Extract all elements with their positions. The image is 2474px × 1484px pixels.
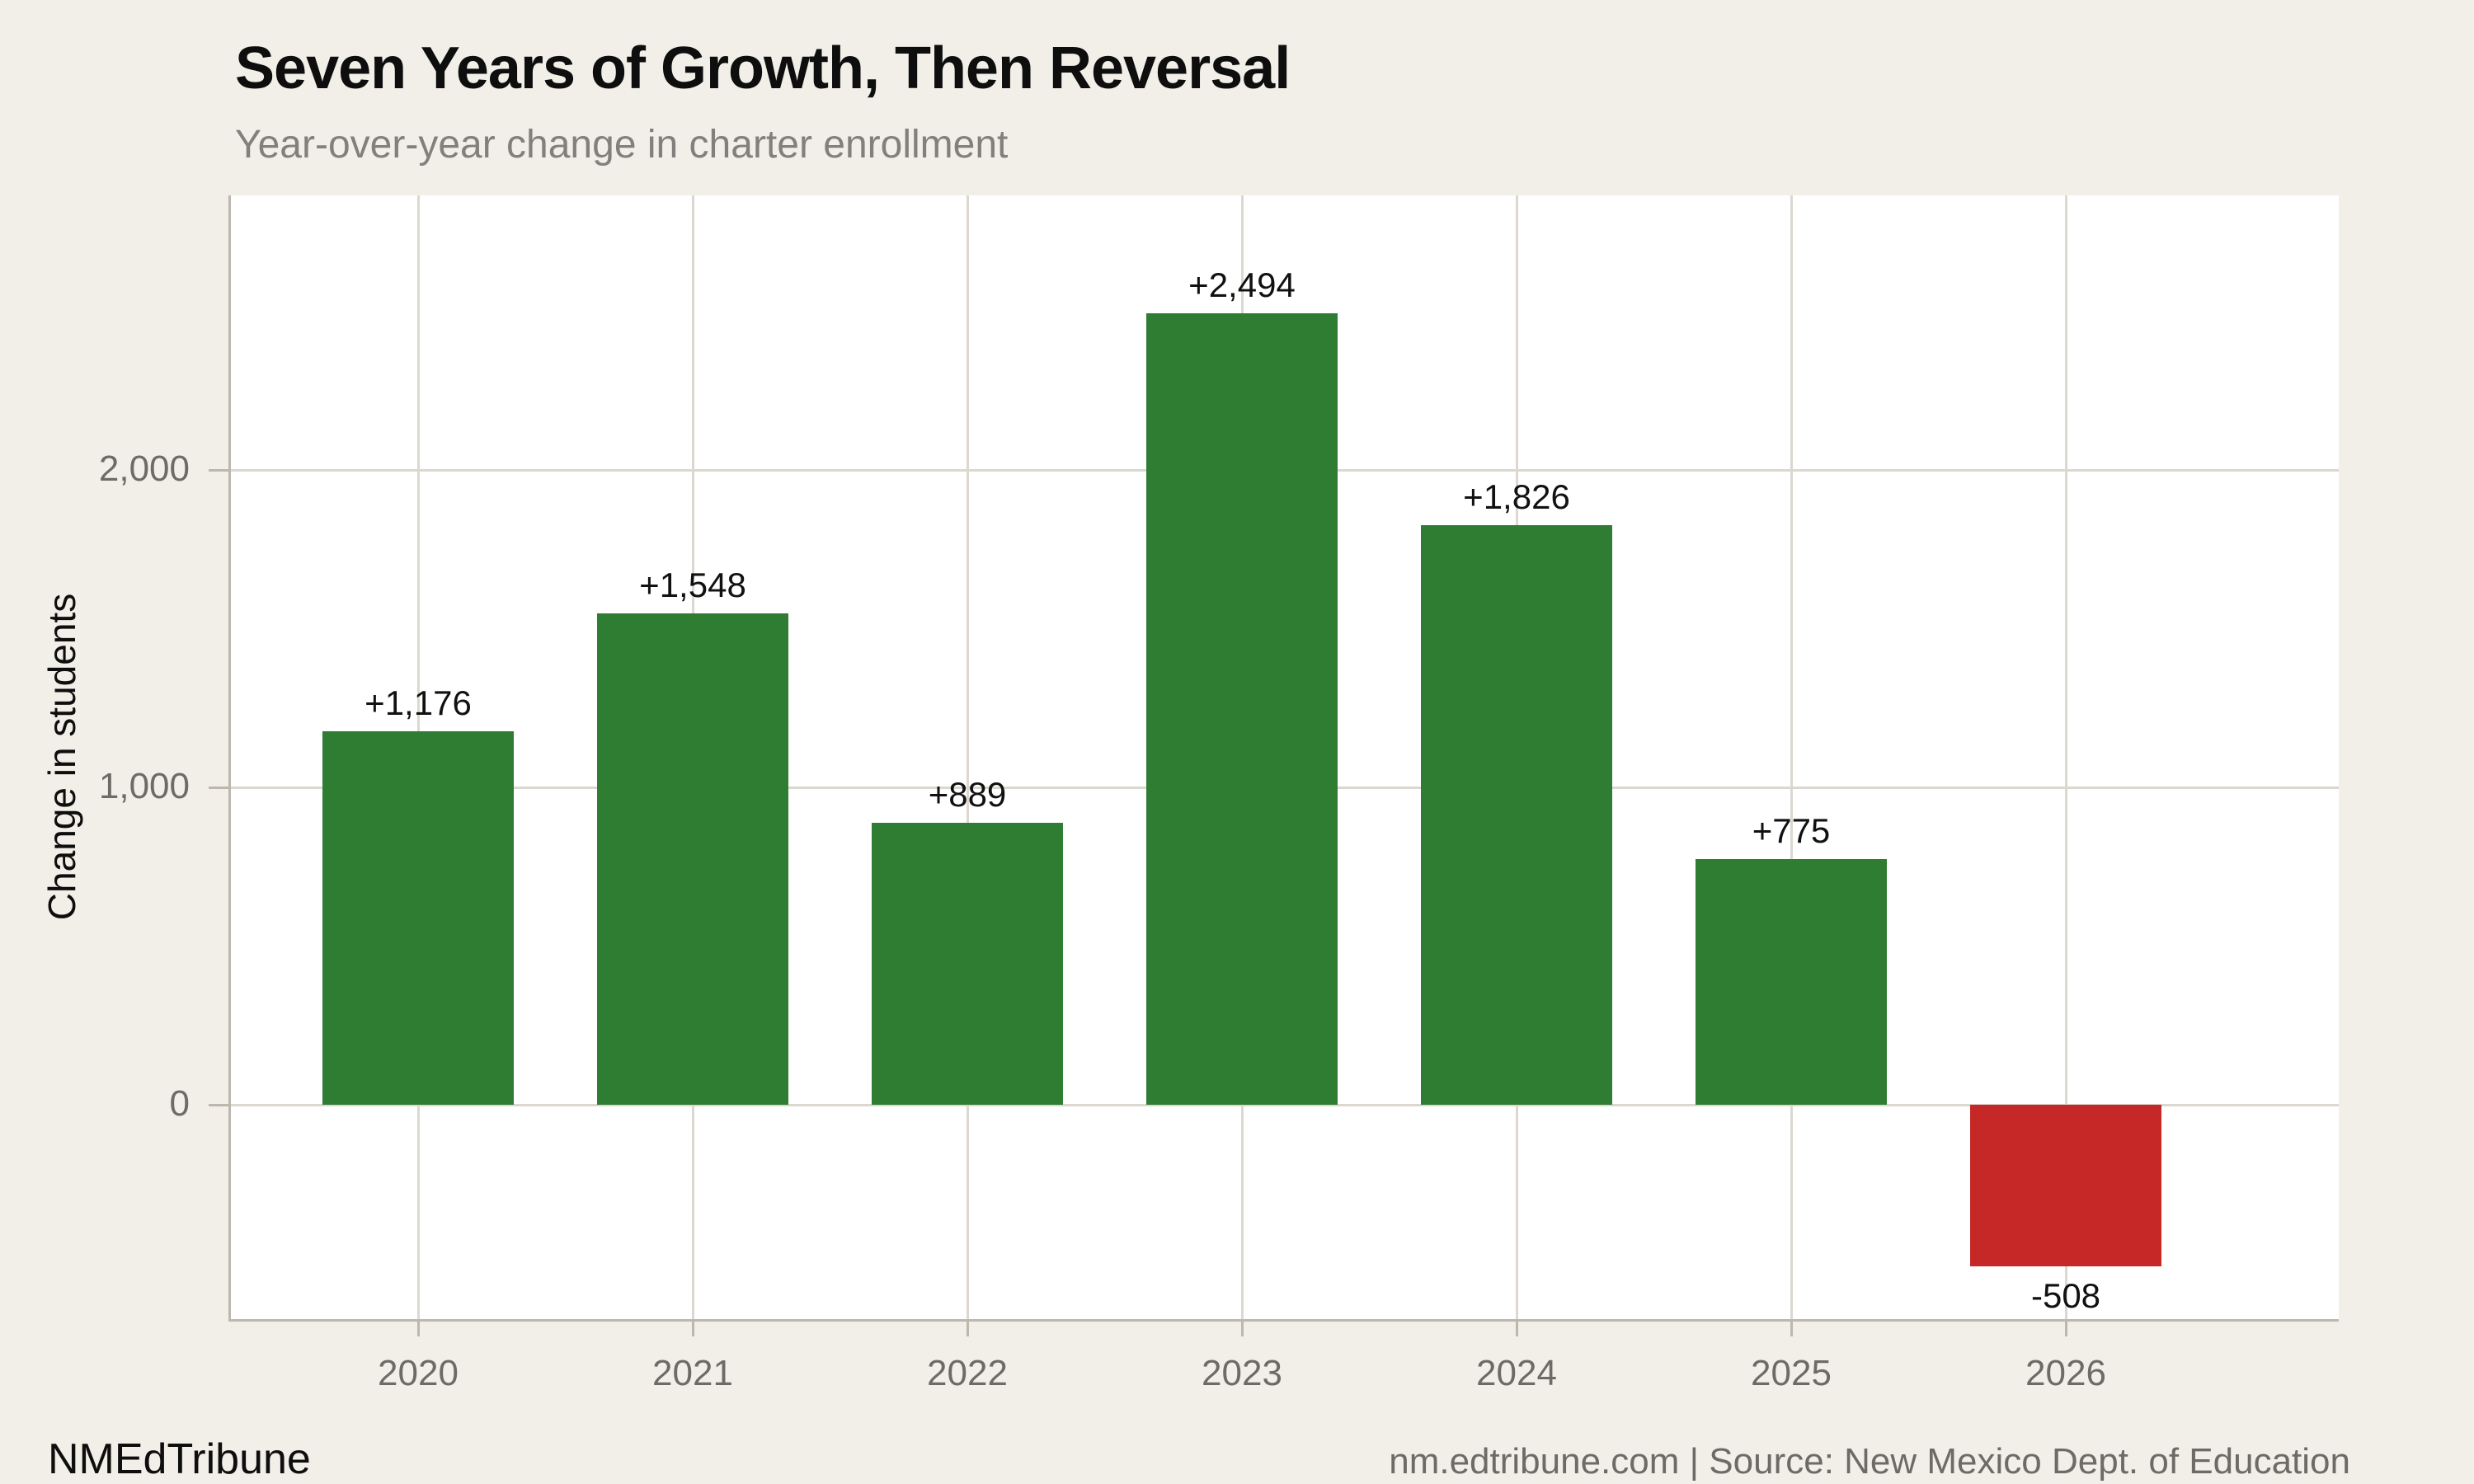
y-axis-tick-label: 0	[169, 1083, 190, 1125]
y-axis-tick	[209, 786, 228, 789]
bar-value-label: +1,176	[365, 683, 472, 723]
x-gridline	[1790, 195, 1793, 1319]
x-axis-tick-label: 2022	[927, 1353, 1008, 1393]
y-axis-tick	[209, 1103, 228, 1106]
bar-value-label: +1,826	[1463, 477, 1570, 517]
x-axis-tick-label: 2023	[1202, 1353, 1282, 1393]
x-axis-tick	[691, 1322, 694, 1336]
bar-value-label: -508	[2030, 1275, 2101, 1315]
chart-subtitle: Year-over-year change in charter enrollm…	[235, 123, 1009, 167]
chart-title: Seven Years of Growth, Then Reversal	[235, 35, 1291, 101]
x-axis-tick	[1240, 1322, 1244, 1336]
bar-value-label: +889	[928, 774, 1007, 814]
bar-value-label: +1,548	[639, 566, 746, 605]
x-axis-tick-label: 2020	[378, 1353, 459, 1393]
x-axis-tick	[966, 1322, 969, 1336]
bar-value-label: +2,494	[1188, 265, 1296, 304]
x-axis-tick	[1515, 1322, 1518, 1336]
bar-negative	[1970, 1105, 2161, 1266]
plot-area: 0 1,000 2,000 2020 +1,176 2021 +1,548 2022 +889 2…	[99, 195, 2339, 1393]
x-axis-tick-label: 2024	[1476, 1353, 1557, 1393]
footer-brand: NMEdTribune	[48, 1435, 311, 1483]
bar-positive	[1146, 312, 1338, 1106]
y-axis-tick	[209, 468, 228, 472]
x-axis-tick-label: 2026	[2025, 1353, 2106, 1393]
bar-value-label: +775	[1752, 810, 1831, 850]
x-axis-tick	[2064, 1322, 2067, 1336]
y-axis-tick-label: 1,000	[98, 766, 190, 807]
bar-positive	[597, 613, 788, 1106]
x-axis-tick-label: 2021	[652, 1353, 733, 1393]
x-gridline	[2064, 195, 2067, 1319]
y-gridline	[231, 1103, 2339, 1106]
footer-source-attribution: nm.edtribune.com | Source: New Mexico De…	[1389, 1441, 2350, 1482]
bar-positive	[1696, 858, 1887, 1106]
bar-positive	[322, 731, 514, 1106]
bar-positive	[1421, 525, 1612, 1106]
y-axis-title: Change in students	[40, 593, 83, 921]
y-axis-tick-label: 2,000	[98, 448, 190, 490]
x-axis-tick	[1790, 1322, 1793, 1336]
bar-positive	[872, 822, 1063, 1106]
x-gridline	[966, 195, 969, 1319]
x-axis-tick-label: 2025	[1751, 1353, 1832, 1393]
x-axis-tick	[416, 1322, 420, 1336]
